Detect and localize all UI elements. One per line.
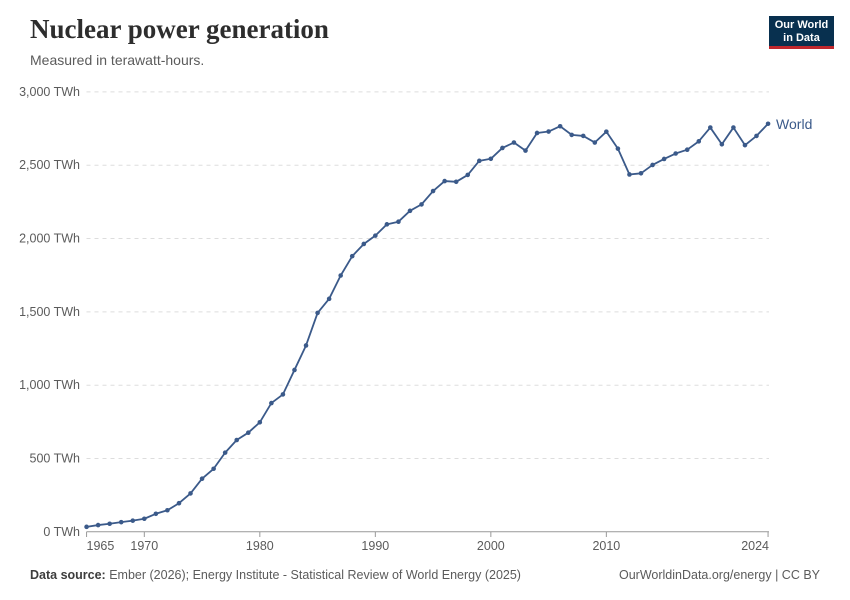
svg-text:1965: 1965 — [87, 539, 115, 553]
svg-text:1970: 1970 — [130, 539, 158, 553]
svg-text:0 TWh: 0 TWh — [43, 525, 80, 539]
svg-text:2010: 2010 — [592, 539, 620, 553]
svg-text:2024: 2024 — [741, 539, 769, 553]
svg-text:2000: 2000 — [477, 539, 505, 553]
svg-text:World: World — [776, 116, 812, 132]
svg-text:2,500 TWh: 2,500 TWh — [19, 158, 80, 172]
svg-text:3,000 TWh: 3,000 TWh — [19, 85, 80, 99]
svg-text:2,000 TWh: 2,000 TWh — [19, 232, 80, 246]
svg-text:1990: 1990 — [361, 539, 389, 553]
svg-text:500 TWh: 500 TWh — [30, 452, 81, 466]
svg-text:1980: 1980 — [246, 539, 274, 553]
svg-text:1,000 TWh: 1,000 TWh — [19, 378, 80, 392]
svg-text:1,500 TWh: 1,500 TWh — [19, 305, 80, 319]
